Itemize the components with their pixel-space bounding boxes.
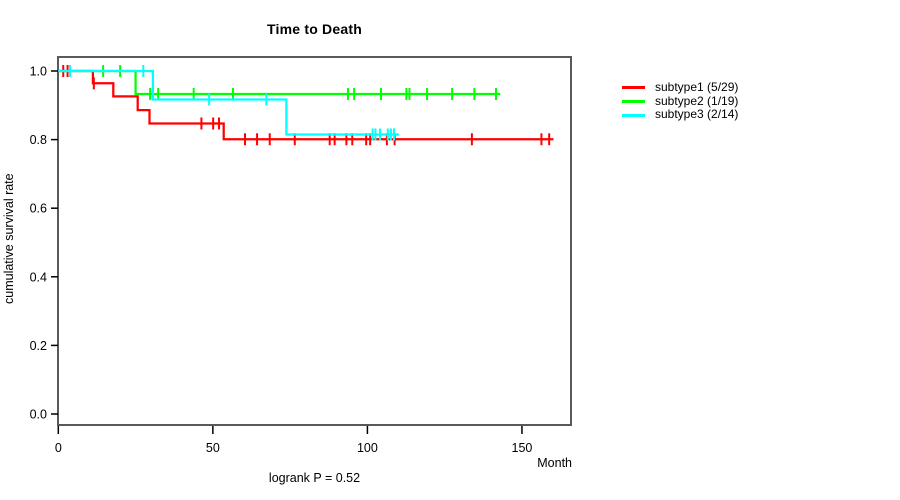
x-tick-label: 100 bbox=[357, 441, 378, 455]
logrank-annotation: logrank P = 0.52 bbox=[268, 471, 361, 485]
survival-curve-1 bbox=[58, 69, 554, 141]
legend: subtype1 (5/29) subtype2 (1/19) subtype3 (… bbox=[622, 80, 739, 122]
legend-swatch-2 bbox=[622, 100, 645, 104]
legend-label-1: subtype1 (5/29) bbox=[655, 80, 739, 94]
y-tick-label: 0.0 bbox=[30, 408, 47, 422]
legend-swatch-3 bbox=[622, 113, 645, 117]
legend-row-3: subtype3 (2/14) bbox=[622, 108, 738, 122]
y-tick-label: 0.4 bbox=[30, 270, 47, 284]
survival-curve-2 bbox=[58, 69, 501, 96]
x-tick-label: 0 bbox=[55, 441, 62, 455]
y-tick-label: 0.2 bbox=[30, 339, 47, 353]
y-tick-label: 0.6 bbox=[30, 202, 47, 216]
legend-swatch-1 bbox=[622, 86, 645, 90]
plot-box bbox=[57, 56, 572, 426]
legend-row-1: subtype1 (5/29) bbox=[622, 80, 739, 95]
legend-row-2: subtype2 (1/19) bbox=[622, 93, 739, 109]
x-tick-label: 150 bbox=[512, 441, 533, 455]
legend-label-3: subtype3 (2/14) bbox=[655, 107, 739, 122]
x-axis-label: Month bbox=[537, 456, 572, 470]
legend-label-2: subtype2 (1/19) bbox=[655, 93, 739, 108]
y-axis-label: cumulative survival rate bbox=[2, 173, 16, 304]
chart-title: Time to Death bbox=[267, 21, 362, 37]
survival-curve-3 bbox=[58, 69, 399, 136]
y-tick-label: 1.0 bbox=[30, 65, 47, 79]
x-tick-label: 50 bbox=[206, 441, 220, 455]
y-tick-label: 0.8 bbox=[30, 133, 47, 147]
